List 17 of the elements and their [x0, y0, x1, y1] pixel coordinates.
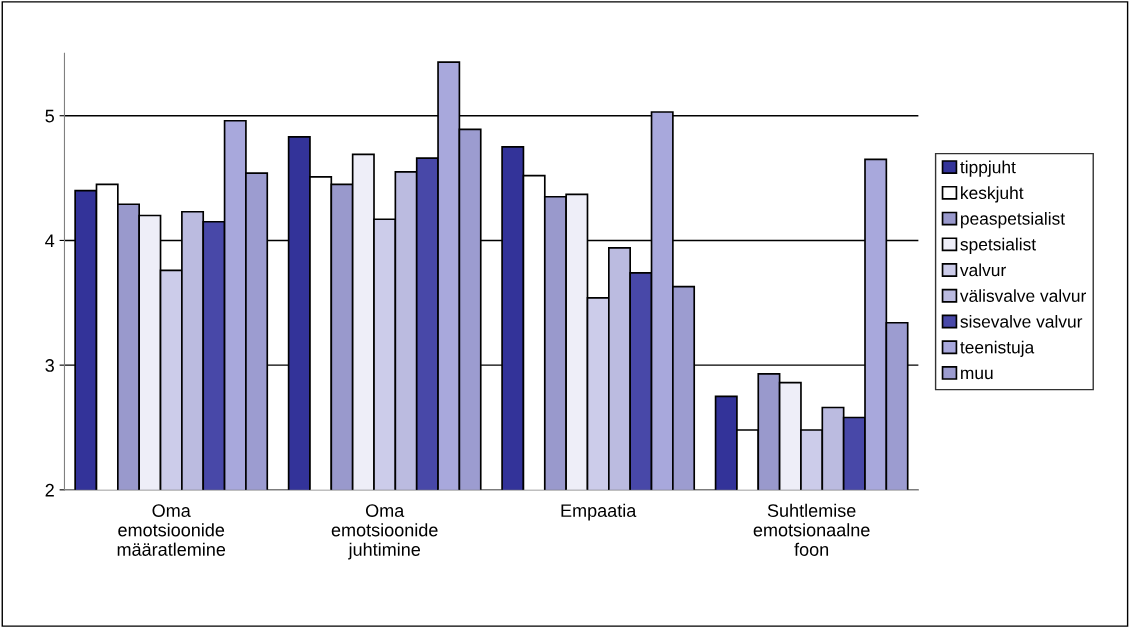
x-tick-label: Empaatia — [561, 503, 637, 521]
legend-label: tippjuht — [960, 160, 1016, 177]
legend-label: teenistuja — [960, 340, 1035, 357]
y-tick-label: 5 — [45, 109, 54, 123]
legend-label: valvur — [959, 263, 1006, 277]
x-tick-label: Suhtlemise emotsionaalne foon — [753, 503, 870, 556]
y-tick-label: 3 — [45, 359, 54, 372]
legend-label: peaspetsialist — [961, 212, 1065, 229]
legend-label: välisvalve valvur — [959, 289, 1086, 302]
legend-label: keskjuht — [961, 186, 1024, 203]
x-tick-label: Oma emotsioonide juhtimine — [331, 504, 438, 560]
legend-label: muu — [961, 369, 993, 380]
y-tick-label: 2 — [45, 483, 54, 497]
y-tick-label: 4 — [45, 234, 55, 247]
x-tick-label: Oma emotsioonide määratlemine — [117, 504, 226, 556]
legend-label: spetsialist — [960, 237, 1036, 254]
legend-label: sisevalve valvur — [960, 314, 1083, 328]
